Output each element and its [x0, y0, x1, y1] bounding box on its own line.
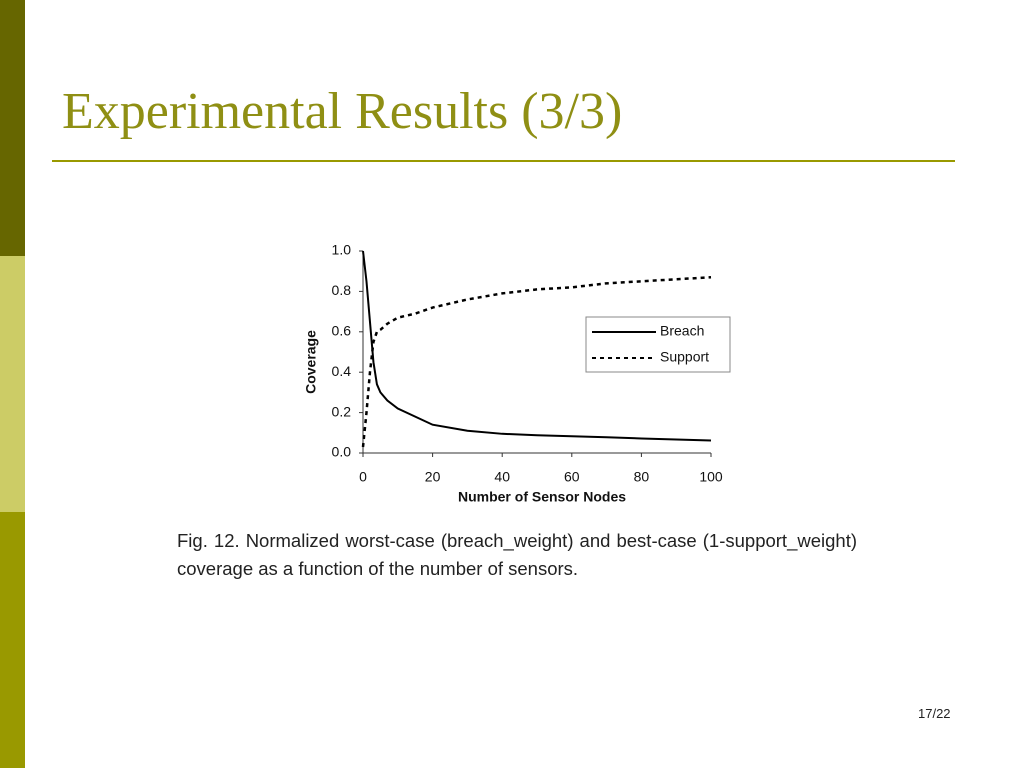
x-tick-label: 100: [699, 469, 723, 485]
page-number: 17/22: [918, 706, 951, 721]
x-tick-label: 60: [564, 469, 580, 485]
slide-title: Experimental Results (3/3): [62, 83, 623, 140]
side-bar: [0, 256, 25, 512]
series-line: [362, 250, 712, 442]
side-bar: [0, 512, 25, 768]
y-tick-label: 0.0: [332, 444, 352, 460]
y-tick-label: 0.2: [332, 403, 352, 419]
title-rule: [52, 160, 955, 162]
y-tick-label: 0.6: [332, 323, 352, 339]
side-bar: [0, 0, 25, 256]
x-tick-label: 20: [425, 469, 441, 485]
legend-label: Support: [660, 349, 709, 365]
x-tick-label: 0: [359, 469, 367, 485]
series-line: [361, 276, 712, 448]
x-axis-label: Number of Sensor Nodes: [458, 489, 626, 505]
y-tick-label: 1.0: [332, 242, 352, 258]
y-tick-label: 0.4: [332, 363, 352, 379]
x-tick-label: 80: [634, 469, 650, 485]
legend-label: Breach: [660, 323, 704, 339]
y-tick-label: 0.8: [332, 282, 352, 298]
y-axis-label: Coverage: [303, 330, 319, 394]
x-tick-label: 40: [494, 469, 510, 485]
caption: Fig. 12. Normalized worst-case (breach_w…: [177, 530, 857, 579]
legend-box: [585, 316, 731, 373]
